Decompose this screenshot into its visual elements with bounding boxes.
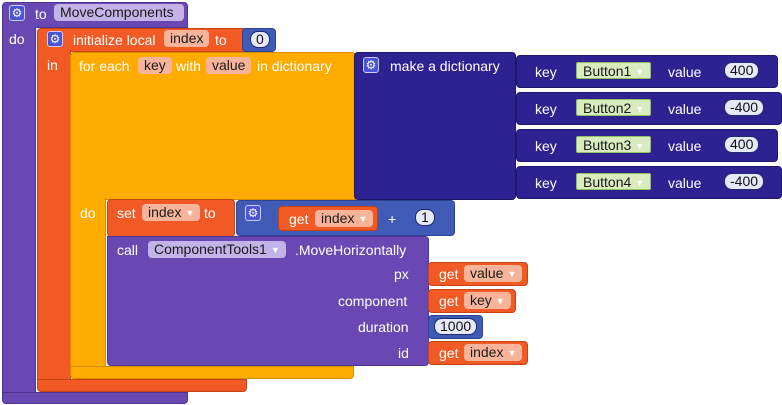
param-px-label: px — [394, 266, 409, 282]
dictionary-gear-icon[interactable]: ⚙ — [363, 57, 379, 73]
init-value-field[interactable]: 0 — [250, 31, 270, 48]
pair-key-label: key — [535, 101, 557, 117]
get-label: get — [289, 211, 309, 227]
pair-value-field[interactable]: -400 — [724, 99, 765, 116]
procedure-gear-icon[interactable]: ⚙ — [9, 5, 25, 21]
chevron-down-icon: ▼ — [635, 67, 645, 77]
get-label: get — [439, 266, 459, 282]
pair-value-label: value — [668, 64, 702, 80]
initialize-in-label: in — [47, 57, 58, 73]
for-each-footer — [70, 366, 354, 379]
for-each-label: for each — [79, 58, 130, 74]
param-duration-label: duration — [358, 319, 409, 335]
procedure-footer — [2, 392, 188, 404]
chevron-down-icon: ▼ — [507, 348, 517, 358]
for-each-value-field[interactable]: value — [206, 57, 252, 74]
get-var-dropdown[interactable]: value ▼ — [464, 265, 523, 282]
for-each-with-label: with — [176, 58, 201, 74]
for-each-body-left — [70, 198, 106, 368]
chevron-down-icon: ▼ — [185, 208, 195, 218]
pair-key-label: key — [535, 175, 557, 191]
pair-value-label: value — [668, 175, 702, 191]
pair-key-dropdown[interactable]: Button2 ▼ — [576, 99, 652, 116]
for-each-in-dictionary-label: in dictionary — [257, 58, 332, 74]
pair-key-label: key — [535, 64, 557, 80]
procedure-body-left — [2, 26, 36, 396]
chevron-down-icon: ▼ — [270, 245, 280, 255]
make-dictionary-label: make a dictionary — [390, 58, 500, 74]
chevron-down-icon: ▼ — [635, 104, 645, 114]
call-method-label: .MoveHorizontally — [295, 242, 407, 258]
initialize-gear-icon[interactable]: ⚙ — [47, 31, 63, 47]
initialize-local-label: initialize local — [73, 32, 156, 48]
get-label: get — [439, 345, 459, 361]
set-to-label: to — [204, 205, 216, 221]
chevron-down-icon: ▼ — [635, 141, 645, 151]
for-each-do-label: do — [80, 205, 96, 221]
call-label: call — [117, 242, 139, 258]
call-component-dropdown[interactable]: ComponentTools1 ▼ — [148, 241, 286, 258]
procedure-do-label: do — [9, 31, 25, 47]
for-each-block[interactable] — [70, 52, 356, 200]
set-label: set — [117, 205, 136, 221]
param-component-label: component — [338, 293, 408, 309]
chevron-down-icon: ▼ — [507, 269, 517, 279]
initialize-to-label: to — [215, 32, 227, 48]
pair-value-field[interactable]: 400 — [724, 136, 760, 153]
chevron-down-icon: ▼ — [635, 178, 645, 188]
procedure-to-label: to — [35, 6, 47, 22]
add-gear-icon[interactable]: ⚙ — [245, 205, 261, 221]
make-dictionary-block[interactable] — [354, 52, 516, 200]
initialize-local-body-left — [37, 50, 71, 382]
get-var-dropdown[interactable]: key ▼ — [464, 292, 511, 309]
pair-value-field[interactable]: -400 — [724, 173, 765, 190]
addend-field[interactable]: 1 — [415, 209, 435, 226]
get-var-dropdown[interactable]: index ▼ — [464, 344, 523, 361]
duration-field[interactable]: 1000 — [434, 318, 478, 335]
get-label: get — [439, 293, 459, 309]
pair-key-label: key — [535, 138, 557, 154]
pair-value-label: value — [668, 138, 702, 154]
add-operator-label: + — [388, 211, 397, 227]
chevron-down-icon: ▼ — [495, 296, 505, 306]
initialize-local-block[interactable] — [37, 28, 247, 52]
chevron-down-icon: ▼ — [358, 214, 368, 224]
pair-key-dropdown[interactable]: Button1 ▼ — [576, 62, 652, 79]
procedure-name-field[interactable]: MoveComponents — [54, 4, 184, 21]
pair-value-field[interactable]: 400 — [724, 62, 760, 79]
for-each-key-field[interactable]: key — [138, 57, 172, 74]
pair-key-dropdown[interactable]: Button3 ▼ — [576, 136, 652, 153]
param-id-label: id — [398, 345, 409, 361]
initialize-local-footer — [37, 379, 247, 392]
pair-key-dropdown[interactable]: Button4 ▼ — [576, 173, 652, 190]
init-var-name-field[interactable]: index — [164, 30, 210, 47]
set-var-dropdown[interactable]: index ▼ — [142, 204, 201, 221]
get-var-dropdown[interactable]: index ▼ — [315, 210, 374, 227]
pair-value-label: value — [668, 101, 702, 117]
